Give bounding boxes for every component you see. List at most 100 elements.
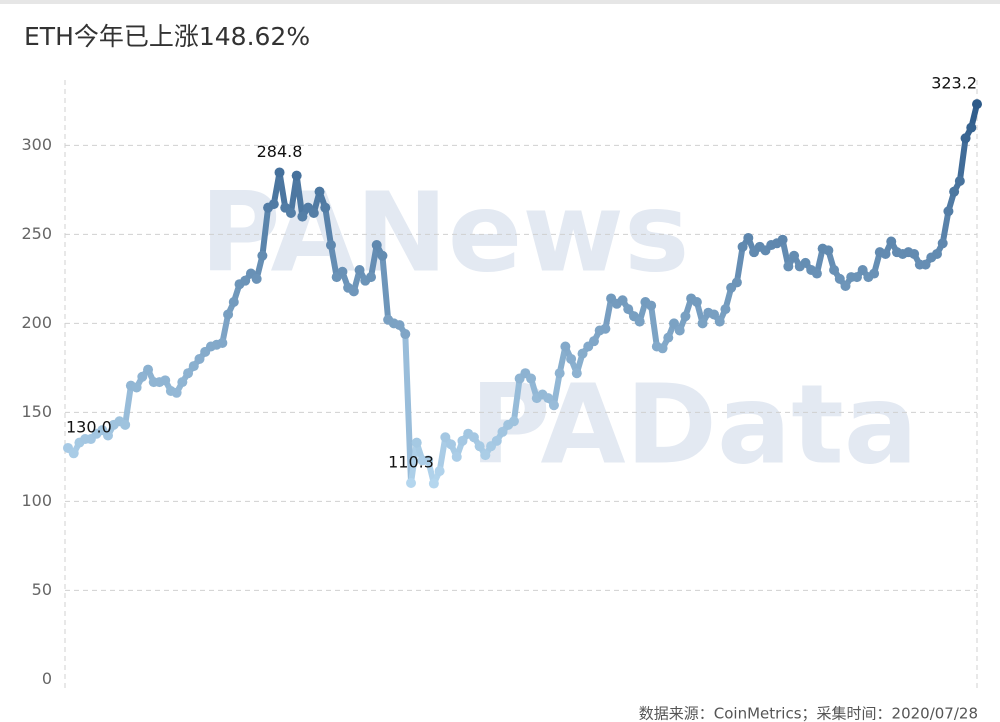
data-point [909,248,920,259]
data-point [931,248,942,259]
data-point [731,277,742,288]
line-segment [379,252,392,323]
line-segment [956,135,969,184]
data-point [440,432,451,443]
data-point [646,300,657,311]
data-label: 110.3 [388,453,434,472]
data-point [720,304,731,315]
y-tick-label: 250 [21,224,52,243]
data-label: 323.2 [931,74,977,93]
data-point [188,361,199,372]
data-point [577,348,588,359]
data-point [491,435,502,446]
data-point [120,419,131,430]
line-segment [276,169,289,211]
line-segment [436,434,449,475]
data-point [634,316,645,327]
data-point [834,273,845,284]
data-point [737,241,748,252]
line-segment [122,382,134,428]
data-label: 130.0 [66,417,112,436]
data-point [366,272,376,283]
data-point [377,250,388,261]
data-point [251,273,262,284]
y-tick-label: 100 [21,491,52,510]
data-point [560,341,571,352]
data-point [177,377,188,388]
data-label: 284.8 [257,142,303,161]
data-point [508,416,519,427]
data-point [777,234,788,245]
data-point [966,122,977,133]
data-point [880,248,891,259]
watermark: PANews [200,168,689,296]
data-point [691,297,702,308]
data-point [526,373,537,384]
data-point [337,266,348,277]
data-point [103,430,114,441]
data-point [171,387,182,398]
line-segment [602,295,615,332]
data-point [468,432,479,443]
data-point [851,272,862,283]
data-point [623,304,634,315]
data-point [680,311,691,322]
data-point [600,323,611,334]
line-segment [368,242,380,281]
watermark: PAData [470,360,918,488]
data-point [143,364,154,375]
data-point [972,99,982,110]
data-point [194,353,205,364]
data-point [428,478,439,489]
line-segment [648,302,660,350]
data-point [920,259,931,270]
data-point [543,393,554,404]
data-point [297,211,308,222]
data-point [446,439,457,450]
data-point [949,186,960,197]
y-tick-label: 200 [21,313,52,332]
data-point [617,295,628,306]
data-point [954,175,965,186]
data-point [400,329,411,340]
data-point [709,309,720,320]
data-point [789,250,800,261]
data-point [160,375,171,386]
data-point [869,268,880,279]
data-point [674,325,685,336]
data-point [457,435,468,446]
line-segment [293,172,306,220]
data-point [829,264,840,275]
data-point [348,286,359,297]
data-point [137,371,148,382]
data-point [325,240,336,251]
data-point [411,437,422,448]
data-point [811,268,822,279]
data-point [291,170,302,181]
data-point [223,309,234,320]
data-point [354,264,365,275]
data-point [394,320,405,331]
data-point [697,318,708,329]
data-point [308,208,319,219]
data-point [371,240,382,251]
data-point [554,368,565,379]
watermarks: PANews PAData [200,168,918,488]
data-point [285,208,296,219]
line-segment [327,242,340,281]
line-segment [510,375,523,425]
data-point [451,451,462,462]
data-point [714,316,725,327]
y-tick-label: 300 [21,135,52,154]
data-point [131,382,142,393]
line-segment [259,204,272,259]
data-point [406,478,417,489]
data-point [217,337,228,348]
data-point [943,206,954,217]
data-point [320,202,331,213]
data-point [783,261,794,272]
data-point [588,336,599,347]
chart-title: ETH今年已上涨148.62% [24,22,310,51]
data-point [497,426,508,437]
line-segment [322,204,334,249]
